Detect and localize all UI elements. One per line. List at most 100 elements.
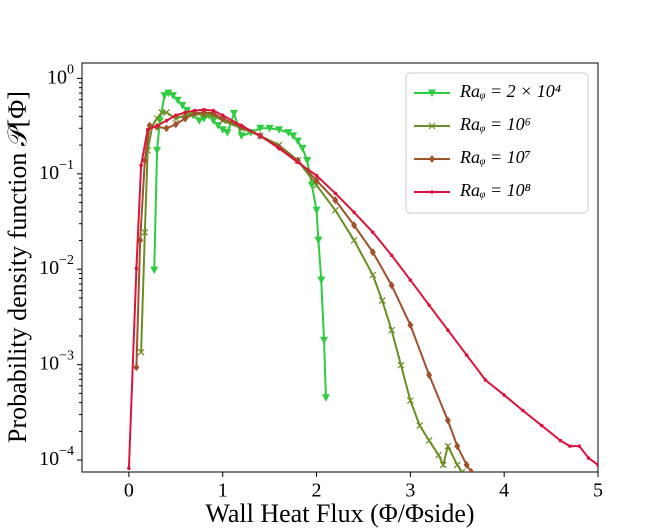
point [163,124,170,133]
x-tick-label: 0 [124,480,134,502]
point [141,228,149,236]
point [483,378,488,382]
point [277,146,281,151]
point [314,173,319,178]
legend-box [405,72,589,214]
point [397,361,405,369]
point [446,328,450,332]
point [164,89,173,98]
point [284,129,293,137]
y-tick-label: 10−2 [39,253,74,278]
point [182,114,189,123]
point [183,110,187,115]
point [453,461,461,469]
x-tick-label: 3 [405,480,415,502]
point [229,109,238,118]
point [172,120,179,129]
point [174,113,178,118]
legend-label: Raᵩ = 10⁷ [459,147,531,167]
point [521,408,525,413]
point [155,123,159,128]
x-tick-label: 4 [499,480,509,502]
point [134,266,139,271]
legend-marker [428,122,436,130]
y-axis-label: Probability density function 𝒫[Φ] [3,91,32,443]
point [295,160,300,165]
point [139,163,143,168]
point [378,297,386,304]
point [209,117,218,125]
y-tick-label: 10−4 [39,444,74,469]
point [388,326,396,334]
point [314,236,323,245]
point [223,129,232,137]
point [312,206,321,215]
point [425,437,433,445]
legend: Raᵩ = 2 × 10⁴ Raᵩ = 10⁶ Raᵩ = 10⁷ Raᵩ = 10⁸ [405,72,589,214]
point [596,463,598,467]
y-tick-label: 10−1 [39,158,74,183]
point [439,461,447,469]
point [298,144,307,153]
point [275,126,284,134]
legend-marker [428,89,436,97]
point [153,146,162,155]
point [468,468,475,472]
point [258,134,263,138]
point [307,181,316,190]
point [150,266,159,275]
point [502,393,506,397]
x-tick-label: 2 [312,480,322,502]
series [150,89,330,402]
point [218,126,227,134]
point [265,124,274,133]
legend-marker [430,190,434,194]
point [369,271,377,279]
point [350,236,358,244]
point [426,370,433,379]
x-tick-label: 5 [593,480,603,502]
point [303,156,312,165]
point [169,92,178,100]
point [388,281,395,290]
point [427,303,431,307]
point [371,230,375,235]
series [127,107,598,471]
point [435,451,442,459]
point [351,221,358,230]
point [331,206,339,214]
point [160,92,169,100]
point [577,444,582,448]
plot-area [127,89,598,472]
series-line [127,108,598,469]
y-tick-label: 100 [47,63,74,88]
point [153,115,161,122]
point [256,124,265,133]
legend-label: Raᵩ = 10⁸ [459,180,531,200]
point [333,191,338,196]
point [558,438,563,443]
point [146,121,153,130]
point [178,101,187,110]
point [237,132,246,140]
point [444,416,451,425]
point [586,456,591,460]
point [568,444,572,448]
x-tick-label: 1 [218,480,228,502]
point [127,466,131,471]
point [458,468,466,472]
legend-marker [429,155,435,163]
point [539,423,544,428]
point [220,113,225,118]
point [406,397,414,405]
point [454,442,461,451]
point [195,117,204,125]
point [352,210,356,215]
point [239,123,244,128]
point [320,336,329,345]
point [332,196,339,205]
point [202,107,206,112]
point [444,442,452,450]
point [133,363,140,372]
point [192,108,197,113]
